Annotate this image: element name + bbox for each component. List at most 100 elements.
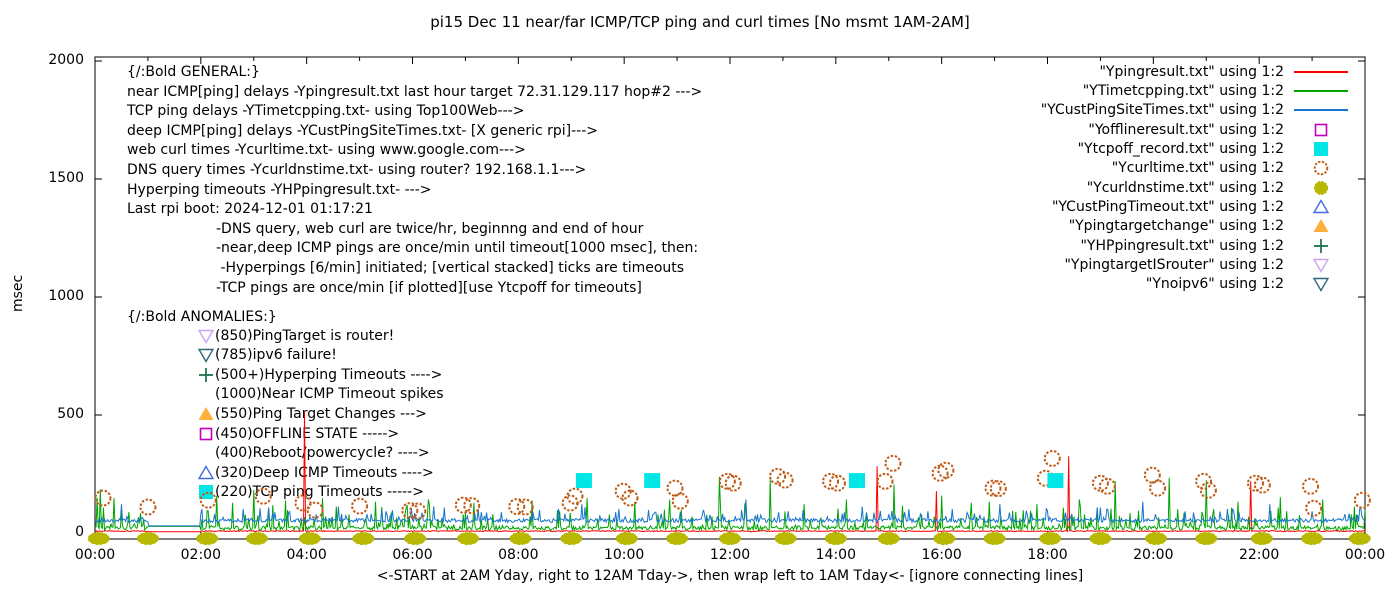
dns-time-point [774,532,797,546]
anomaly-item: (550)Ping Target Changes ---> [197,404,444,424]
legend-sample [1293,199,1349,215]
triangle-down-open-icon [1313,258,1329,273]
dns-time-point [560,532,583,546]
legend-sample [1293,257,1349,273]
legend-sample [1293,180,1349,196]
dns-time-point [1089,532,1112,546]
circle-filled-icon [1313,180,1329,195]
x-tick-label: 10:00 [603,547,645,563]
legend-label: "YCustPingSiteTimes.txt" using 1:2 [1040,102,1284,119]
dns-time-point [933,532,956,546]
curl-time-point [94,489,112,507]
legend-entry: "Ycurltime.txt" using 1:2 [1041,159,1349,178]
x-tick-label: 22:00 [1238,547,1280,563]
anomaly-label: (500+)Hyperping Timeouts ----> [215,366,443,383]
anomaly-item: (500+)Hyperping Timeouts ----> [197,365,444,385]
y-tick-label: 1000 [48,288,84,304]
dns-time-point [1250,532,1273,546]
curl-time-point [561,494,579,512]
anomaly-marker [197,347,215,364]
curl-time-point [1353,491,1371,509]
square-open-icon [199,427,213,440]
curl-time-point [984,479,1002,497]
chart-title: pi15 Dec 11 near/far ICMP/TCP ping and c… [430,13,970,31]
anomaly-marker-empty [197,445,215,461]
tcp-timeout-point [575,473,592,489]
legend-entry: "YHPpingresult.txt" using 1:2 [1041,236,1349,255]
legend-label: "Ytcpoff_record.txt" using 1:2 [1077,141,1284,158]
dns-time-point [245,532,268,546]
general-line: deep ICMP[ping] delays -YCustPingSiteTim… [127,122,598,139]
x-tick-label: 08:00 [498,547,539,563]
dns-time-point [87,532,110,546]
x-tick-label: 02:00 [180,547,221,563]
curl-time-point [409,502,427,520]
anomaly-item: (220)TCP ping Timeouts -----> [197,482,444,502]
curl-time-point [776,471,794,489]
legend-label: "Ycurltime.txt" using 1:2 [1111,160,1284,177]
legend-label: "Ycurldnstime.txt" using 1:2 [1086,179,1284,196]
curl-time-point [463,497,481,515]
curl-time-point [508,498,526,516]
triangle-up-filled-icon [198,406,214,420]
dns-time-point [1348,532,1371,546]
curl-time-point [139,498,157,516]
legend: "Ypingresult.txt" using 1:2 "YTimetcpping… [1041,62,1349,294]
curl-time-point [769,467,787,485]
triangle-up-open-icon [198,464,214,479]
legend-sample [1293,64,1349,80]
x-tick-label: 00:00 [1344,547,1386,563]
x-tick-label: 20:00 [1133,547,1174,563]
legend-label: "Yofflineresult.txt" using 1:2 [1088,121,1284,138]
dns-time-point [1195,532,1218,546]
square-filled-icon [1314,142,1328,157]
anomaly-marker [197,406,215,422]
legend-entry: "YCustPingTimeout.txt" using 1:2 [1041,197,1349,216]
curl-time-point [1043,449,1061,467]
curl-time-point [516,498,534,516]
dns-time-point [1039,532,1062,546]
dns-time-point [824,532,847,546]
line-icon [1294,70,1348,73]
curl-time-point [1098,477,1116,495]
legend-entry: "Ytcpoff_record.txt" using 1:2 [1041,139,1349,158]
triangle-down-open-icon [198,349,214,364]
anomaly-key: (850)PingTarget is router! (785)ipv6 fail… [197,326,444,502]
line-series-3 [94,499,1366,527]
curl-time-point [1246,474,1264,492]
legend-sample [1293,141,1349,157]
triangle-up-open-icon [1313,199,1329,214]
curl-time-point [671,492,689,510]
legend-sample [1293,218,1349,234]
anomaly-marker [197,328,215,344]
dns-time-point [1301,532,1324,546]
legend-label: "YTimetcpping.txt" using 1:2 [1082,83,1284,100]
curl-time-point [1195,472,1213,490]
anomaly-marker [197,464,215,481]
curl-time-point [454,496,472,514]
tcp-timeout-point [1047,473,1064,489]
general-annotations: {/:Bold GENERAL:} near ICMP[ping] delays … [127,63,702,298]
x-tick-label: 00:00 [74,547,116,563]
general-line: -DNS query, web curl are twice/hr, begin… [127,220,644,237]
dns-time-point [615,532,638,546]
anomaly-label: (550)Ping Target Changes ---> [215,405,427,422]
y-tick-label: 500 [57,406,84,422]
legend-sample [1293,276,1349,293]
x-tick-label: 04:00 [286,547,327,563]
curl-time-point [828,474,846,492]
legend-sample [1293,238,1349,254]
general-line: Hyperping timeouts -YHPpingresult.txt- -… [127,181,432,198]
line-icon [1294,90,1348,93]
anomaly-label: (785)ipv6 failure! [215,347,337,364]
curl-time-point [621,489,639,507]
curl-time-point [876,472,894,490]
legend-sample [1293,102,1349,118]
general-line: web curl times -Ycurltime.txt- using www… [127,142,526,159]
legend-entry: "Ypingtargetchange" using 1:2 [1041,217,1349,236]
general-line: -Hyperpings [6/min] initiated; [vertical… [127,259,685,276]
dns-time-point [457,532,480,546]
y-tick-label: 0 [75,524,84,540]
curl-time-point [1305,499,1323,517]
